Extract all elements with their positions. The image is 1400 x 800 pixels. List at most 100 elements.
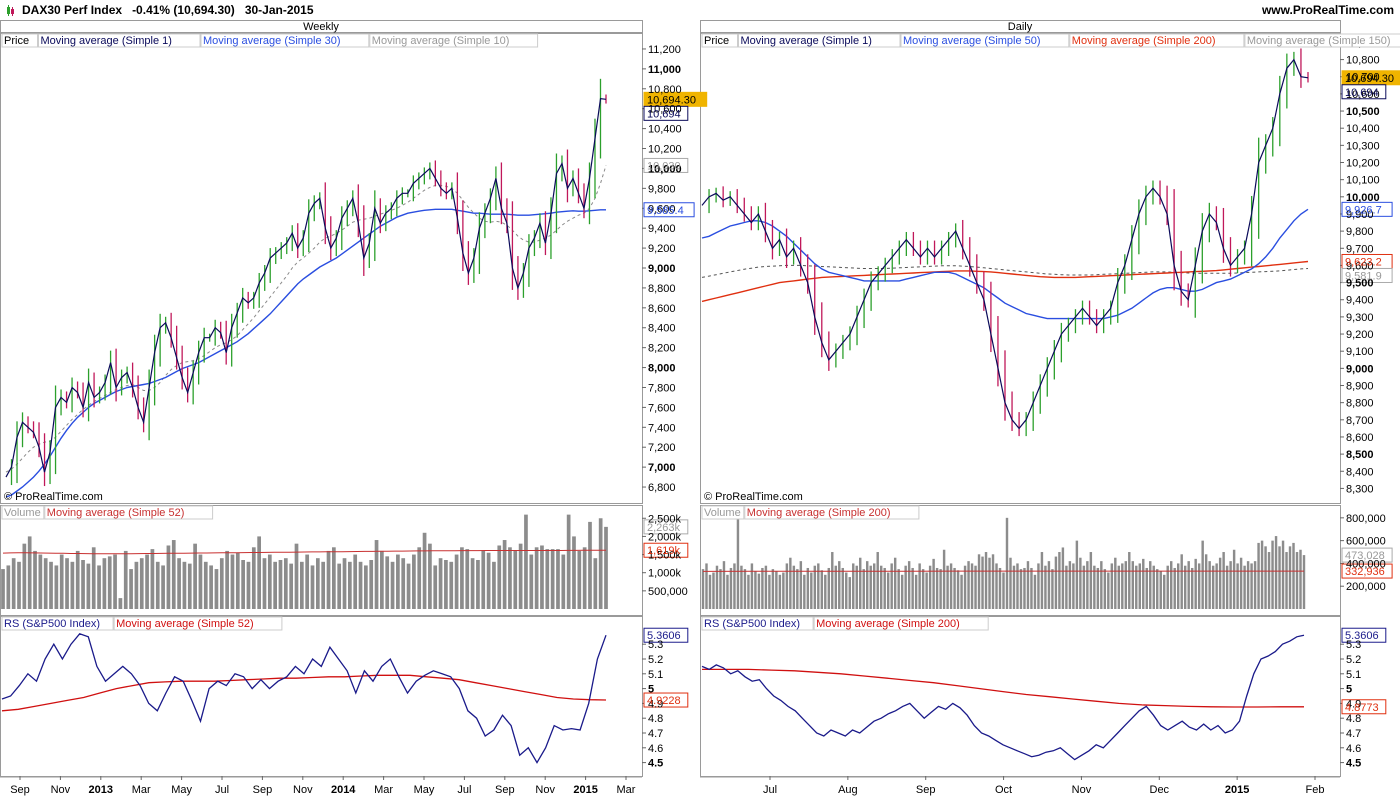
volume-bar	[1264, 546, 1267, 609]
volume-bar	[1285, 552, 1288, 609]
watermark: © ProRealTime.com	[704, 491, 803, 503]
volume-bar	[177, 558, 181, 609]
legend-item[interactable]	[200, 33, 370, 48]
volume-bar	[310, 565, 315, 609]
legend-item[interactable]	[1, 33, 38, 48]
x-tick-label: 2014	[331, 784, 356, 796]
volume-bar	[1100, 561, 1103, 609]
legend-item[interactable]	[1, 505, 45, 520]
volume-bar	[1215, 563, 1218, 609]
x-tick-label: Nov	[51, 784, 71, 796]
pane-weekly_price	[0, 33, 643, 504]
legend-label: Moving average (Simple 200)	[747, 507, 891, 519]
volume-bar	[1103, 569, 1107, 609]
legend-item[interactable]	[369, 33, 539, 48]
y-tick-label: 10,100	[1346, 175, 1380, 187]
volume-bar	[893, 557, 897, 609]
volume-bar	[406, 563, 411, 609]
value-tag-label: 4.8773	[1345, 702, 1379, 714]
x-tick-label: Jul	[215, 784, 229, 796]
legend-item[interactable]	[38, 33, 201, 48]
volume-bar	[6, 565, 11, 609]
volume-bar	[75, 550, 80, 609]
volume-bar	[369, 560, 374, 609]
volume-bar	[796, 569, 799, 609]
value-tag	[643, 519, 689, 535]
value-tag	[643, 627, 689, 643]
y-tick-label: 4.9	[1346, 698, 1361, 710]
site-link[interactable]: www.ProRealTime.com	[1261, 3, 1394, 17]
x-tick-label: May	[171, 784, 192, 796]
value-tag-label: 332,936	[1345, 566, 1385, 578]
legend-item[interactable]	[813, 616, 989, 631]
legend-label: Moving average (Simple 50)	[903, 35, 1041, 47]
volume-bar	[33, 550, 37, 609]
volume-bar	[953, 567, 956, 609]
legend-item[interactable]	[1, 616, 114, 631]
y-tick-label: 9,800	[1346, 226, 1374, 238]
y-tick-label: 11,000	[648, 64, 681, 76]
legend-item[interactable]	[900, 33, 1070, 48]
volume-bar	[848, 577, 851, 609]
y-tick-label: 4.5	[1346, 758, 1361, 770]
volume-bar	[883, 567, 886, 609]
volume-bar	[283, 558, 288, 609]
legend-label: Volume	[704, 507, 741, 519]
volume-bar	[981, 556, 984, 609]
volume-bar	[1086, 561, 1089, 609]
quote-date: 30-Jan-2015	[244, 3, 314, 17]
volume-bar	[701, 569, 705, 609]
volume-bar	[785, 563, 789, 609]
volume-bar	[81, 560, 85, 609]
volume-bar	[1107, 572, 1110, 609]
legend-item[interactable]	[701, 616, 814, 631]
volume-bar	[789, 557, 792, 609]
volume-bar	[866, 561, 869, 609]
pane-daily_rs	[700, 616, 1341, 777]
volume-bar	[1288, 546, 1292, 609]
value-tag	[1341, 84, 1387, 100]
legend-item[interactable]	[1244, 33, 1400, 48]
volume-bar	[907, 561, 911, 609]
volume-bar	[743, 569, 747, 609]
volume-bar	[1156, 569, 1159, 609]
y-tick-label: 2,000k	[648, 531, 682, 543]
volume-bar	[561, 554, 566, 609]
x-tick-label: Jul	[763, 784, 777, 796]
y-tick-label: 10,600	[1346, 89, 1380, 101]
volume-bar	[1159, 571, 1162, 609]
legend-item[interactable]	[701, 33, 738, 48]
volume-bar	[38, 554, 43, 609]
volume-bar	[326, 550, 331, 609]
value-tag-label: 9,623.2	[1345, 256, 1382, 268]
legend-item[interactable]	[701, 505, 745, 520]
volume-bar	[827, 567, 831, 609]
volume-bar	[1072, 563, 1075, 609]
legend-item[interactable]	[113, 616, 283, 631]
candlestick-logo-icon	[7, 5, 14, 16]
volume-bar	[1295, 552, 1299, 609]
value-tag	[643, 202, 695, 218]
value-tag-label: 5.3606	[647, 630, 681, 642]
volume-bar	[417, 547, 422, 609]
volume-bar	[1218, 557, 1222, 609]
y-tick-label: 1,000k	[648, 568, 682, 580]
legend-item[interactable]	[738, 33, 901, 48]
volume-bar	[946, 565, 949, 609]
volume-bar	[897, 569, 900, 609]
volume-bar	[412, 554, 416, 609]
legend-item[interactable]	[44, 505, 214, 520]
y-tick-label: 8,400	[648, 323, 676, 335]
volume-bar	[321, 561, 326, 609]
legend-item[interactable]	[744, 505, 920, 520]
y-tick-label: 400,000	[1346, 558, 1386, 570]
volume-bar	[1054, 556, 1058, 609]
volume-bar	[508, 547, 512, 609]
legend-item[interactable]	[1069, 33, 1245, 48]
volume-bar	[705, 563, 708, 609]
volume-bar	[465, 549, 470, 609]
volume-bar	[235, 552, 240, 609]
y-tick-label: 9,700	[1346, 243, 1374, 255]
y-tick-label: 9,000	[1346, 363, 1374, 375]
y-tick-label: 9,800	[648, 183, 676, 195]
